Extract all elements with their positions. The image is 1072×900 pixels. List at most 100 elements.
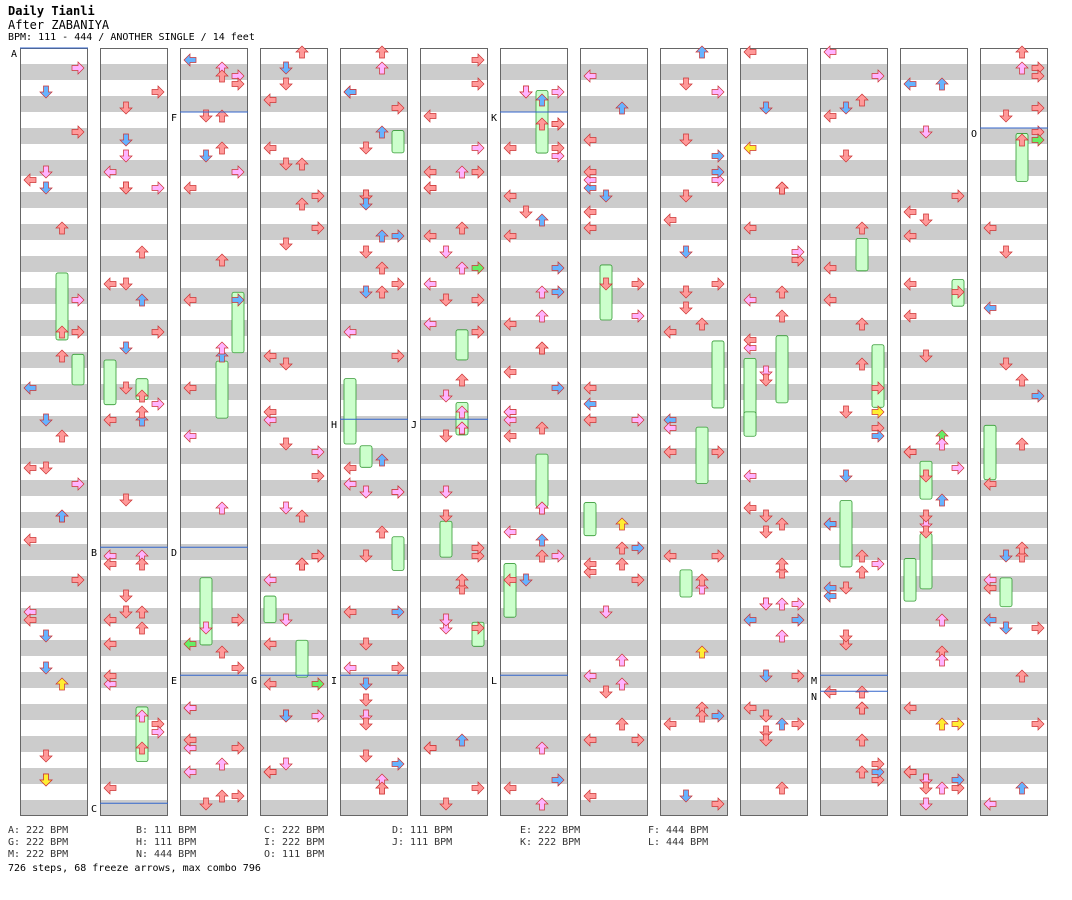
step-arrow (215, 141, 229, 155)
freeze-arrow (695, 426, 709, 484)
step-arrow (119, 381, 133, 395)
step-arrow (439, 293, 453, 307)
freeze-arrow (775, 335, 789, 404)
step-arrow (583, 221, 597, 235)
step-arrow (439, 485, 453, 499)
row-stripe (580, 640, 648, 656)
row-stripe (660, 480, 728, 496)
freeze-arrow (439, 520, 453, 558)
row-stripe (180, 48, 248, 64)
row-stripe (500, 368, 568, 384)
step-arrow (855, 357, 869, 371)
row-stripe (500, 640, 568, 656)
row-stripe (100, 112, 168, 128)
step-arrow (551, 381, 565, 395)
row-stripe (820, 352, 888, 368)
row-stripe (740, 496, 808, 512)
row-stripe (20, 352, 88, 368)
step-arrow (439, 797, 453, 811)
step-arrow (711, 445, 725, 459)
step-arrow (903, 701, 917, 715)
row-stripe (100, 528, 168, 544)
step-arrow (455, 733, 469, 747)
step-arrow (279, 709, 293, 723)
row-stripe (980, 304, 1048, 320)
step-arrow (711, 797, 725, 811)
row-stripe (820, 48, 888, 64)
row-stripe (260, 192, 328, 208)
step-arrow (551, 773, 565, 787)
step-arrow (279, 357, 293, 371)
row-stripe (180, 400, 248, 416)
step-arrow (55, 509, 69, 523)
step-arrow (455, 421, 469, 435)
row-stripe (260, 576, 328, 592)
row-stripe (820, 368, 888, 384)
step-arrow (919, 125, 933, 139)
row-stripe (580, 592, 648, 608)
row-stripe (500, 384, 568, 400)
row-stripe (20, 144, 88, 160)
step-arrow (935, 613, 949, 627)
step-arrow (71, 125, 85, 139)
row-stripe (340, 208, 408, 224)
row-stripe (580, 240, 648, 256)
step-arrow (1015, 541, 1029, 555)
row-stripe (740, 192, 808, 208)
row-stripe (900, 304, 968, 320)
freeze-arrow (391, 536, 405, 571)
row-stripe (100, 624, 168, 640)
row-stripe (180, 736, 248, 752)
step-arrow (759, 597, 773, 611)
step-arrow (359, 749, 373, 763)
row-stripe (260, 240, 328, 256)
row-stripe (260, 96, 328, 112)
row-stripe (260, 704, 328, 720)
row-stripe (740, 208, 808, 224)
row-stripe (900, 544, 968, 560)
row-stripe (740, 256, 808, 272)
freeze-arrow (919, 533, 933, 590)
row-stripe (100, 368, 168, 384)
row-stripe (20, 320, 88, 336)
freeze-arrow (359, 445, 373, 468)
row-stripe (340, 64, 408, 80)
step-arrow (919, 509, 933, 523)
step-arrow (359, 677, 373, 691)
row-stripe (20, 48, 88, 64)
row-stripe (740, 624, 808, 640)
row-stripe (260, 560, 328, 576)
row-stripe (420, 144, 488, 160)
step-arrow (439, 509, 453, 523)
row-stripe (20, 112, 88, 128)
step-arrow (759, 709, 773, 723)
row-stripe (980, 400, 1048, 416)
step-arrow (583, 557, 597, 571)
step-arrow (135, 405, 149, 419)
step-arrow (23, 533, 37, 547)
row-stripe (180, 304, 248, 320)
row-stripe (820, 400, 888, 416)
row-stripe (740, 544, 808, 560)
step-arrow (503, 573, 517, 587)
step-arrow (471, 261, 485, 275)
row-stripe (100, 176, 168, 192)
row-stripe (660, 432, 728, 448)
step-arrow (759, 669, 773, 683)
step-arrow (215, 789, 229, 803)
step-arrow (103, 637, 117, 651)
row-stripe (660, 256, 728, 272)
step-arrow (135, 557, 149, 571)
row-stripe (100, 480, 168, 496)
step-arrow (871, 405, 885, 419)
row-stripe (180, 432, 248, 448)
row-stripe (580, 336, 648, 352)
step-arrow (311, 549, 325, 563)
row-stripe (100, 576, 168, 592)
step-arrow (999, 109, 1013, 123)
step-arrow (599, 685, 613, 699)
row-stripe (980, 576, 1048, 592)
step-arrow (359, 485, 373, 499)
step-arrow (471, 541, 485, 555)
row-stripe (660, 704, 728, 720)
